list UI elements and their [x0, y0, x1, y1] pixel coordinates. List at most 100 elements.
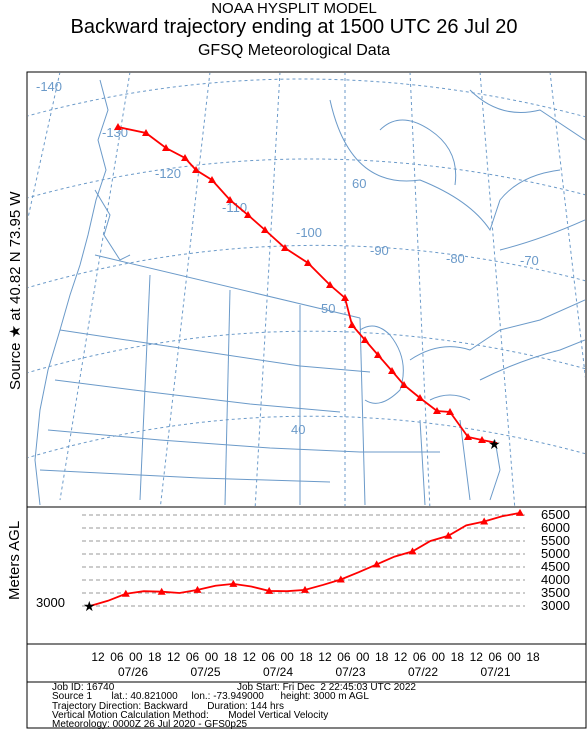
- map-point-marker: [281, 244, 289, 251]
- date-label: 07/23: [335, 665, 365, 679]
- source-star-icon: ★: [488, 436, 501, 452]
- height-point-marker: [265, 586, 274, 594]
- map-trajectory-markers: [114, 123, 486, 443]
- time-tick-label: 06: [337, 650, 351, 664]
- height-point-marker: [372, 560, 381, 568]
- lon-label-70: -70: [520, 253, 539, 268]
- date-label: 07/26: [118, 665, 148, 679]
- map-point-marker: [478, 436, 486, 443]
- height-point-marker: [121, 589, 130, 597]
- time-tick-label: 00: [205, 650, 219, 664]
- info-frame: [26, 681, 587, 729]
- time-tick-label: 12: [394, 650, 408, 664]
- map-point-marker: [464, 433, 472, 440]
- lon-label-90: -90: [370, 243, 389, 258]
- lon-label-110: -110: [222, 200, 247, 215]
- time-tick-label: 12: [318, 650, 332, 664]
- height-point-marker: [480, 517, 489, 525]
- coastlines: [34, 79, 585, 506]
- time-tick-label: 00: [129, 650, 143, 664]
- lat-label-40: 40: [291, 422, 305, 437]
- height-frame: [26, 506, 587, 645]
- time-tick-label: 06: [413, 650, 427, 664]
- map-point-marker: [162, 144, 170, 151]
- time-tick-label: 12: [243, 650, 257, 664]
- height-tick-label: 5500: [541, 533, 570, 548]
- info-direction: Trajectory Direction: Backward Duration:…: [52, 701, 284, 712]
- height-point-marker: [444, 531, 453, 539]
- lon-label-140: -140: [36, 79, 62, 94]
- lat-label-50: 50: [321, 301, 335, 316]
- map-point-marker: [374, 351, 382, 358]
- graticule: [28, 73, 585, 506]
- time-tick-label: 18: [451, 650, 465, 664]
- height-gridlines: [82, 514, 525, 607]
- map-point-marker: [181, 154, 189, 161]
- height-point-marker: [408, 547, 417, 555]
- map-point-marker: [261, 226, 269, 233]
- map-point-marker: [192, 166, 200, 173]
- map-point-marker: [208, 176, 216, 183]
- height-point-marker: [157, 587, 166, 595]
- date-label: 07/25: [190, 665, 220, 679]
- height-point-marker: [229, 579, 238, 587]
- time-tick-label: 18: [526, 650, 540, 664]
- map-point-marker: [142, 129, 150, 136]
- map-point-marker: [226, 196, 234, 203]
- height-tick-label: 3000: [541, 598, 570, 613]
- lon-label-120: -120: [155, 166, 181, 181]
- map-point-marker: [433, 407, 441, 414]
- map-point-marker: [304, 259, 312, 266]
- date-labels: 07/26 07/25 07/24 07/23 07/22 07/21: [118, 665, 511, 679]
- map-point-marker: [114, 123, 122, 130]
- lon-label-100: -100: [296, 225, 322, 240]
- date-label: 07/21: [480, 665, 510, 679]
- state-borders: [39, 254, 471, 506]
- date-label: 07/24: [263, 665, 293, 679]
- height-tick-label: 6000: [541, 520, 570, 535]
- height-tick-label: 4500: [541, 559, 570, 574]
- map-point-marker: [416, 394, 424, 401]
- height-tick-label: 3500: [541, 585, 570, 600]
- time-tick-label: 18: [148, 650, 162, 664]
- title-line-1: NOAA HYSPLIT MODEL: [211, 0, 377, 17]
- map-panel: -140 -130 -120 -110 -100 -90 -80 -70 60 …: [26, 71, 587, 508]
- title-line-3: GFSQ Meteorological Data: [197, 42, 391, 59]
- lon-label-80: -80: [446, 251, 465, 266]
- time-tick-label: 12: [470, 650, 484, 664]
- info-job-id: Job ID: 16740: [52, 682, 115, 693]
- map-point-marker: [388, 367, 396, 374]
- start-star-icon: ★: [83, 598, 96, 614]
- start-height-label: 3000: [36, 595, 65, 610]
- time-tick-label: 18: [224, 650, 238, 664]
- map-point-marker: [361, 336, 369, 343]
- info-job-start: Job Start: Fri Dec 2 22:45:03 UTC 2022: [237, 682, 416, 693]
- map-point-marker: [400, 381, 408, 388]
- time-tick-label: 12: [167, 650, 181, 664]
- time-tick-label: 06: [110, 650, 124, 664]
- map-point-marker: [244, 211, 252, 218]
- info-meteorology: Meteorology: 0000Z 26 Jul 2020 - GFS0p25: [52, 719, 248, 730]
- map-point-marker: [348, 321, 356, 328]
- height-tick-label: 5000: [541, 546, 570, 561]
- height-series-markers: [121, 508, 524, 597]
- time-tick-label: 18: [375, 650, 389, 664]
- info-vertical: Vertical Motion Calculation Method: Mode…: [52, 710, 329, 721]
- height-point-marker: [193, 585, 202, 593]
- height-point-marker: [301, 585, 309, 593]
- height-point-marker: [516, 508, 524, 516]
- height-tick-label: 4000: [541, 572, 570, 587]
- time-tick-label: 00: [507, 650, 521, 664]
- time-tick-label: 12: [91, 650, 105, 664]
- height-tick-label: 6500: [541, 507, 570, 522]
- time-axis-panel: 12 06 00 18 12 06 00 18 12 06 00 18 12 06 00 18 12 06 00 18…: [26, 643, 587, 683]
- time-tick-label: 18: [299, 650, 313, 664]
- title-line-2: Backward trajectory ending at 1500 UTC 2…: [70, 16, 518, 38]
- date-label: 07/22: [408, 665, 438, 679]
- info-source: Source 1 lat.: 40.821000 lon.: -73.94900…: [52, 691, 369, 702]
- time-tick-label: 06: [488, 650, 502, 664]
- time-tick-label: 00: [432, 650, 446, 664]
- map-point-marker: [446, 408, 454, 415]
